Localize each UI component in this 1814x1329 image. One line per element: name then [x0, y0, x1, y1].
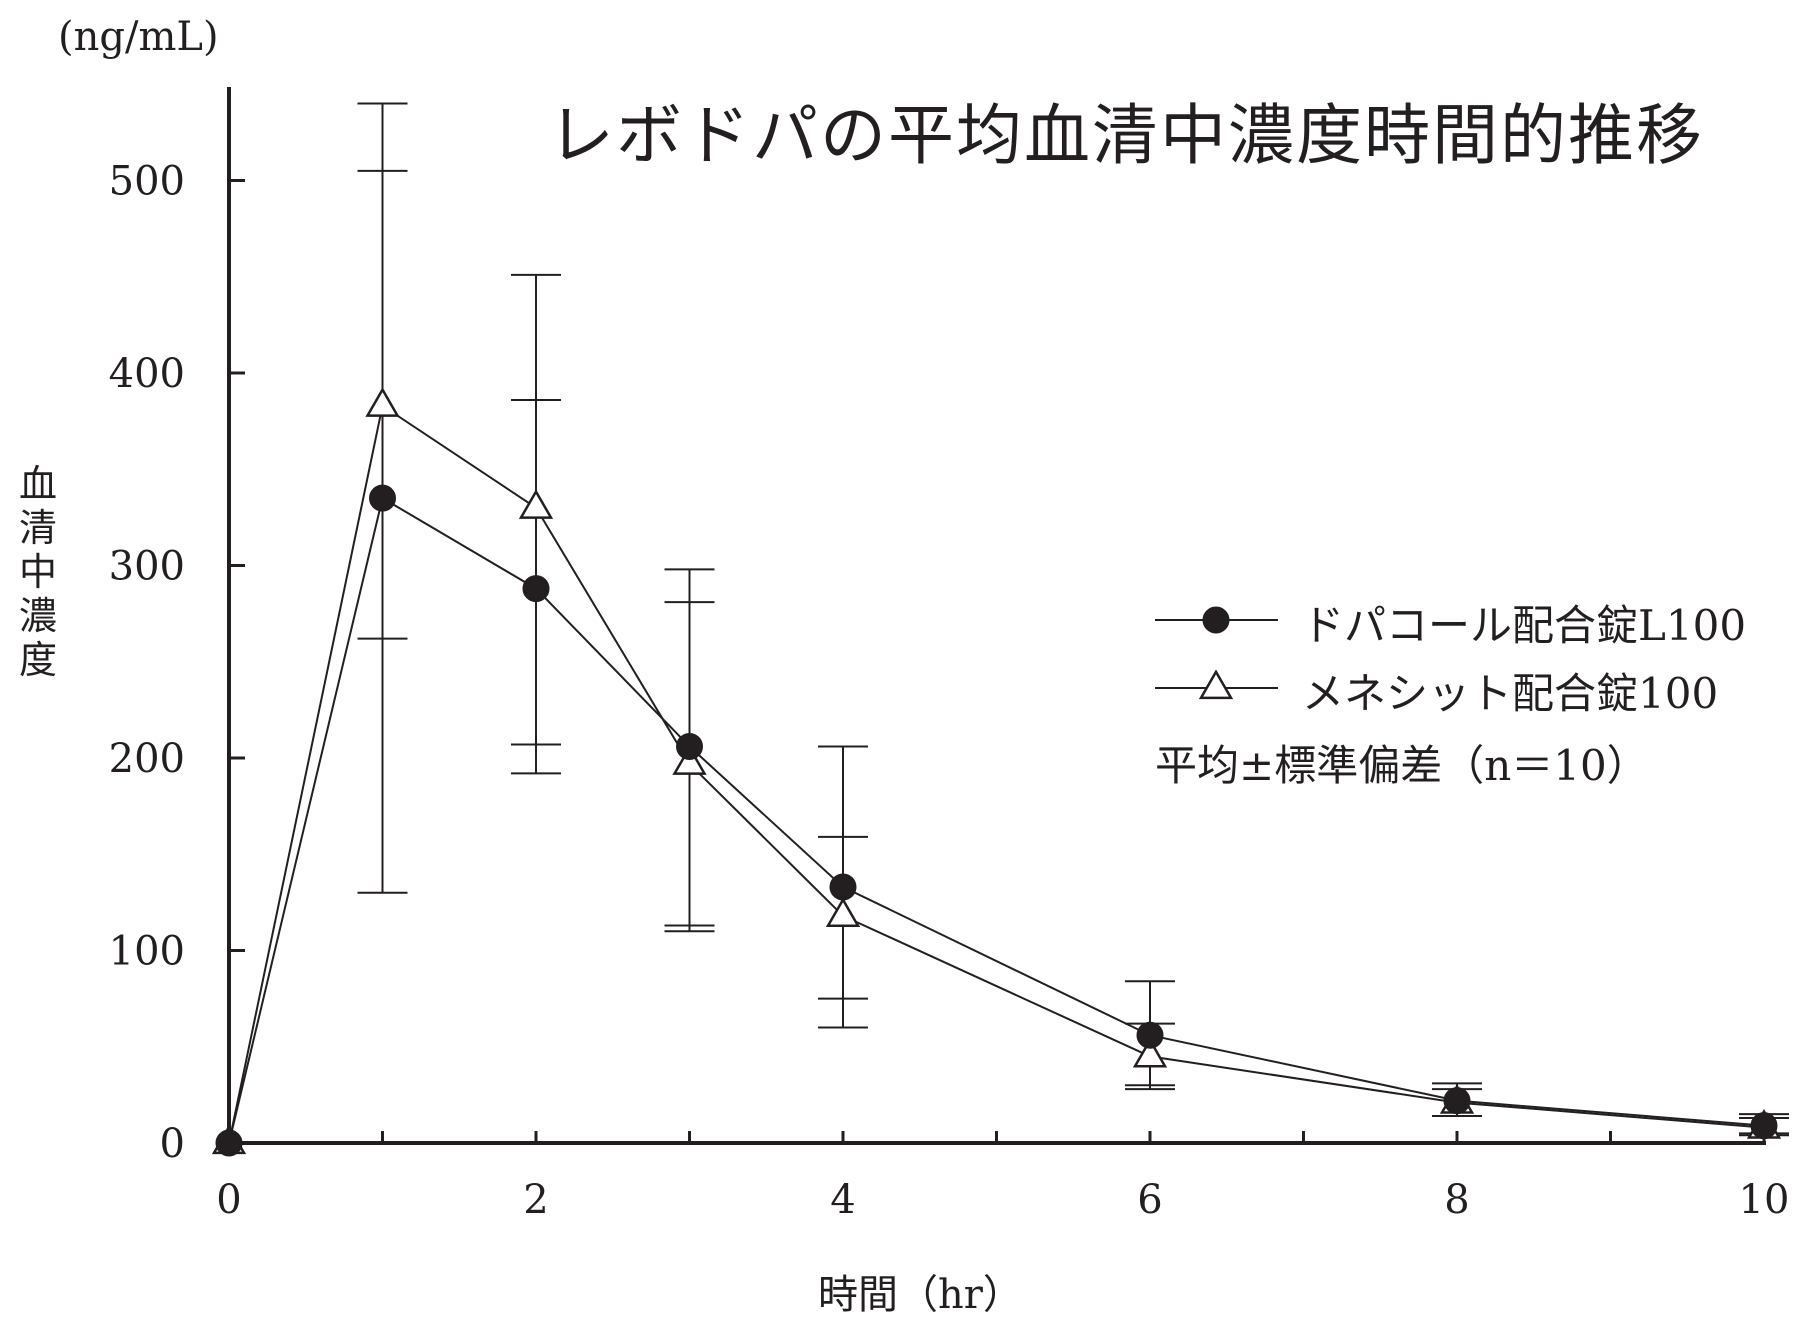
legend-label-series-2: メネシット配合錠100	[1302, 669, 1719, 718]
x-tick-label-8: 8	[1444, 1177, 1469, 1223]
point-s2-x2	[518, 489, 554, 519]
point-s1-x10	[1750, 1112, 1778, 1140]
y-tick-label-300: 300	[109, 544, 185, 590]
point-s2-x6	[1132, 1037, 1168, 1068]
x-tick-label-4: 4	[830, 1177, 855, 1223]
chart-title: レボドパの平均血清中濃度時間的推移	[548, 97, 1704, 174]
point-s1-x0	[215, 1129, 243, 1157]
point-s1-x8	[1443, 1087, 1471, 1115]
y-tick-label-100: 100	[109, 929, 185, 975]
axes: 0 100 200 300 400 500 0 2 4 6 8 10	[109, 87, 1790, 1223]
legend-marker-1	[1202, 606, 1230, 634]
point-s1-x1	[369, 484, 396, 512]
point-s1-x6	[1136, 1021, 1164, 1049]
y-tick-label-500: 500	[109, 159, 185, 205]
series-line-1	[228, 496, 1765, 1144]
point-s2-x1	[365, 387, 400, 417]
series-markers	[211, 387, 1782, 1157]
error-bar-s2-x2	[511, 273, 561, 775]
legend-label-series-1: ドパコール配合錠L100	[1302, 601, 1747, 650]
legend-marker-2	[1198, 669, 1234, 700]
point-s2-x4	[825, 897, 861, 927]
point-s1-x3	[676, 732, 703, 760]
point-s1-x4	[829, 873, 857, 901]
series-line-2	[228, 404, 1765, 1144]
x-axis-label: 時間（hr）	[818, 1272, 1023, 1318]
legend	[1155, 606, 1278, 700]
y-tick-label-200: 200	[109, 736, 185, 782]
y-axis-unit: (ng/mL)	[58, 14, 219, 60]
x-tick-label-2: 2	[523, 1177, 548, 1223]
y-axis-label: 血清中濃度	[18, 462, 57, 682]
error-bars	[357, 102, 1789, 1137]
point-s2-x3	[672, 745, 707, 775]
x-tick-label-0: 0	[216, 1177, 241, 1223]
error-bar-s2-x1	[357, 102, 408, 640]
legend-note: 平均±標準偏差（n＝10）	[1155, 741, 1649, 790]
y-tick-label-0: 0	[160, 1121, 185, 1167]
x-tick-label-10: 10	[1739, 1177, 1790, 1223]
series-lines	[228, 404, 1765, 1144]
point-s1-x2	[522, 575, 550, 603]
y-tick-label-400: 400	[109, 351, 185, 397]
x-tick-label-6: 6	[1137, 1177, 1162, 1223]
